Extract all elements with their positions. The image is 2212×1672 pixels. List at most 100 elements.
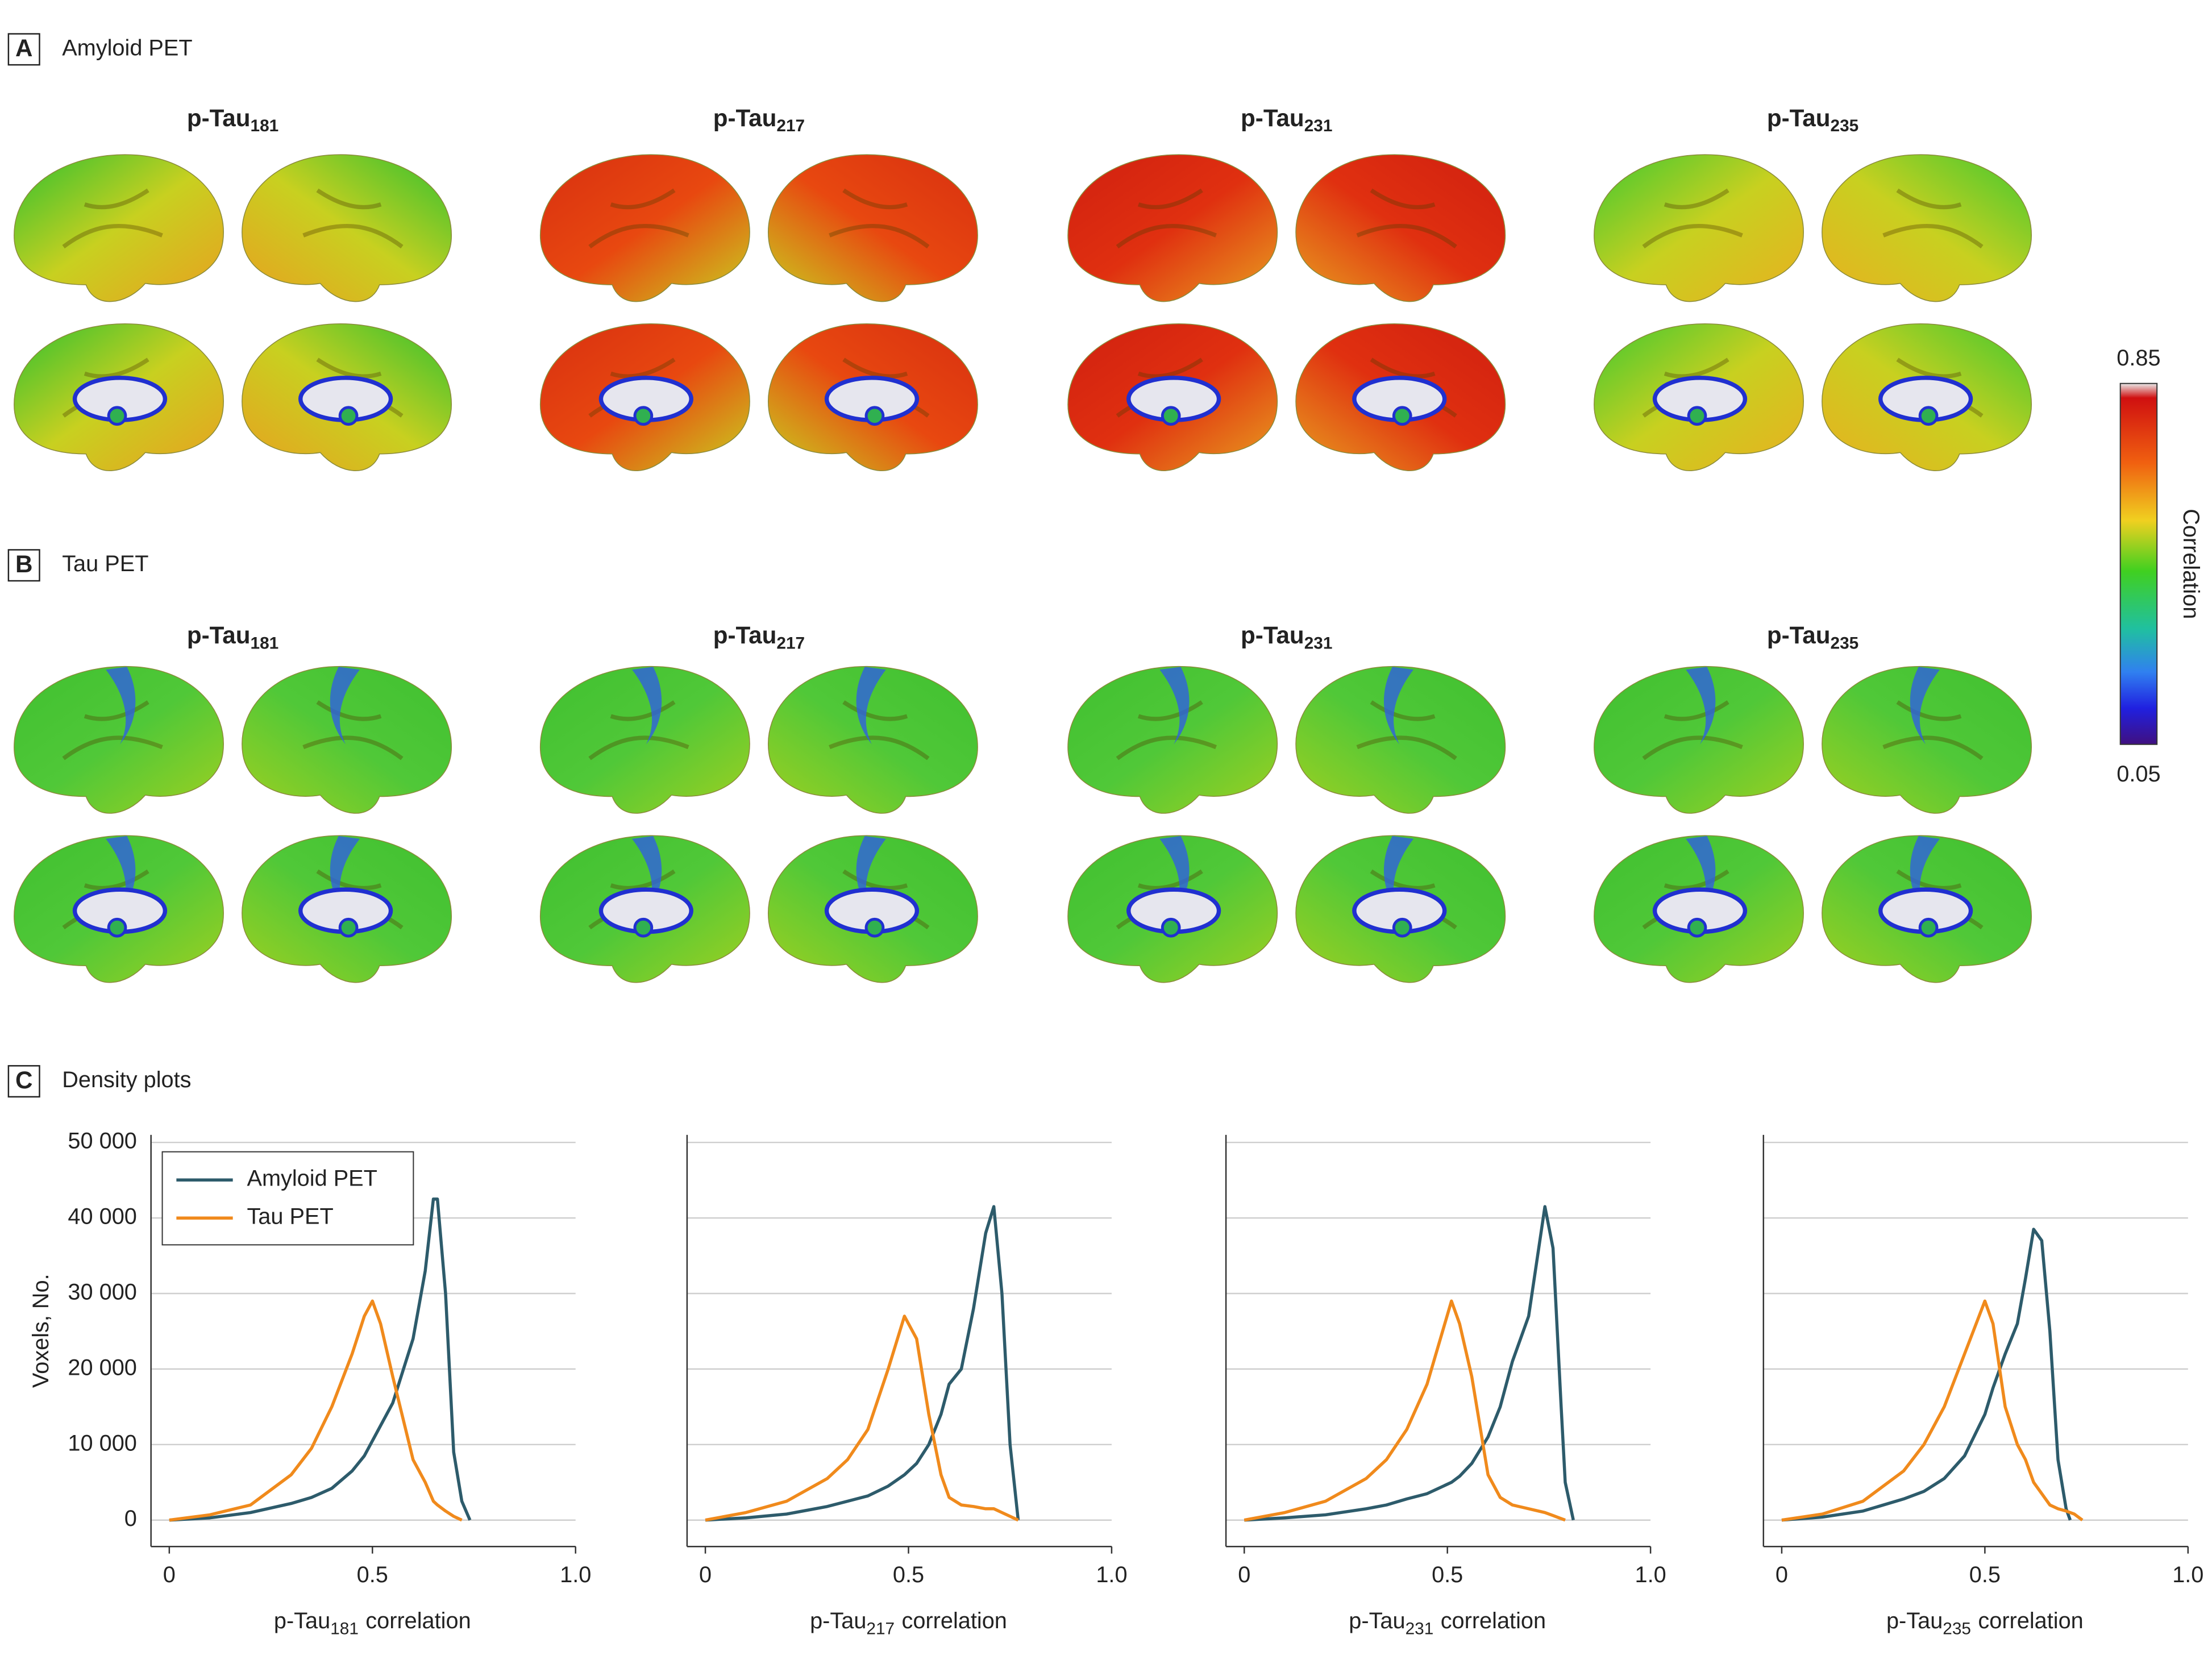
brain-surface [539, 666, 750, 814]
brain-surface [1822, 154, 2032, 302]
brain-map [14, 154, 224, 302]
density-line [169, 1197, 472, 1522]
medial-core [107, 917, 127, 938]
brain-map [14, 666, 224, 814]
brain-surface [1295, 666, 1506, 814]
brain-map [768, 154, 978, 302]
brain-surface [1067, 154, 1278, 302]
sulcus [1642, 700, 1743, 760]
brain-map [768, 666, 978, 814]
medial-core [864, 406, 885, 426]
panel-title: Amyloid PET [62, 35, 192, 60]
low-region [106, 667, 136, 745]
x-tick-label: 0 [1238, 1562, 1250, 1587]
sulcus [1116, 188, 1217, 249]
brain-surface [14, 154, 224, 302]
brain-surface [1295, 154, 1506, 302]
density-line [1244, 1205, 1575, 1522]
brain-map [539, 154, 750, 302]
medial-core [1392, 917, 1412, 938]
sulcus [1642, 188, 1743, 249]
map-title-base: p-Tau [187, 622, 251, 648]
panel-title: Tau PET [62, 551, 148, 576]
x-tick-label: 0.5 [1969, 1562, 2001, 1587]
density-line [1244, 1299, 1566, 1522]
low-region [1910, 667, 1940, 745]
map-title-subscript: 235 [1831, 634, 1859, 653]
map-title-base: p-Tau [1767, 622, 1831, 648]
sulcus [588, 188, 689, 249]
colorbar-max: 0.85 [2117, 346, 2160, 371]
brain-surface [1822, 666, 2032, 814]
medial-core [338, 406, 359, 426]
panel-letter-box [7, 33, 40, 66]
brain-map [1822, 835, 2032, 983]
sulcus [1882, 188, 1984, 249]
x-tick-label: 1.0 [560, 1562, 591, 1587]
medial-core [1161, 917, 1181, 938]
map-title-base: p-Tau [1767, 105, 1831, 131]
colorbar-min: 0.05 [2117, 762, 2160, 787]
brain-map [1295, 323, 1506, 471]
brain-map [1822, 666, 2032, 814]
brain-map [539, 666, 750, 814]
x-tick-label: 0 [1776, 1562, 1788, 1587]
sulcus [588, 700, 689, 760]
brain-map [14, 323, 224, 471]
brain-surface [242, 666, 452, 814]
brain-map [242, 154, 452, 302]
y-axis-label: Voxels, No. [28, 1274, 53, 1388]
map-title: p-Tau181 [187, 622, 278, 652]
x-axis-label-subscript: 181 [330, 1619, 359, 1638]
x-axis-label: p-Tau217 correlation [810, 1609, 1007, 1638]
map-title: p-Tau181 [187, 105, 278, 135]
brain-surface [242, 154, 452, 302]
x-axis-label-suffix: correlation [1441, 1609, 1546, 1634]
y-tick-label: 0 [124, 1506, 137, 1531]
sulcus [1356, 700, 1457, 760]
brain-map [1067, 154, 1278, 302]
brain-surface [768, 666, 978, 814]
map-title-subscript: 231 [1304, 117, 1333, 135]
legend-label: Amyloid PET [247, 1166, 377, 1191]
brain-map [1295, 154, 1506, 302]
x-axis-label-subscript: 231 [1406, 1619, 1434, 1638]
sulcus [1356, 188, 1457, 249]
medial-core [1918, 406, 1939, 426]
brain-map [1594, 666, 1804, 814]
brain-map [768, 835, 978, 983]
x-axis-label-base: p-Tau [1886, 1609, 1943, 1634]
map-title-base: p-Tau [1241, 105, 1304, 131]
x-axis-label-subscript: 217 [866, 1619, 895, 1638]
medial-core [864, 917, 885, 938]
low-region [1686, 667, 1716, 745]
map-title-subscript: 235 [1831, 117, 1859, 135]
map-title-base: p-Tau [187, 105, 251, 131]
brain-map [1594, 835, 1804, 983]
y-tick-label: 40 000 [68, 1204, 136, 1229]
medial-core [633, 917, 654, 938]
map-title-subscript: 217 [776, 117, 805, 135]
brain-surface [539, 154, 750, 302]
x-axis-label-suffix: correlation [902, 1609, 1007, 1634]
sulcus [62, 188, 163, 249]
brain-map [242, 835, 452, 983]
panel-title: Density plots [62, 1067, 191, 1092]
map-title: p-Tau217 [713, 622, 805, 652]
x-tick-label: 1.0 [1635, 1562, 1666, 1587]
x-tick-label: 1.0 [1096, 1562, 1127, 1587]
medial-core [338, 917, 359, 938]
map-title: p-Tau231 [1241, 622, 1332, 652]
density-line [1781, 1228, 2072, 1522]
medial-core [107, 406, 127, 426]
map-title: p-Tau235 [1767, 105, 1858, 135]
brain-map [539, 835, 750, 983]
medial-core [1687, 406, 1707, 426]
low-region [1159, 667, 1190, 745]
low-region [330, 667, 360, 745]
y-tick-label: 20 000 [68, 1355, 136, 1380]
panel-letter: C [15, 1067, 32, 1093]
y-tick-label: 50 000 [68, 1129, 136, 1154]
legend-label: Tau PET [247, 1204, 333, 1229]
